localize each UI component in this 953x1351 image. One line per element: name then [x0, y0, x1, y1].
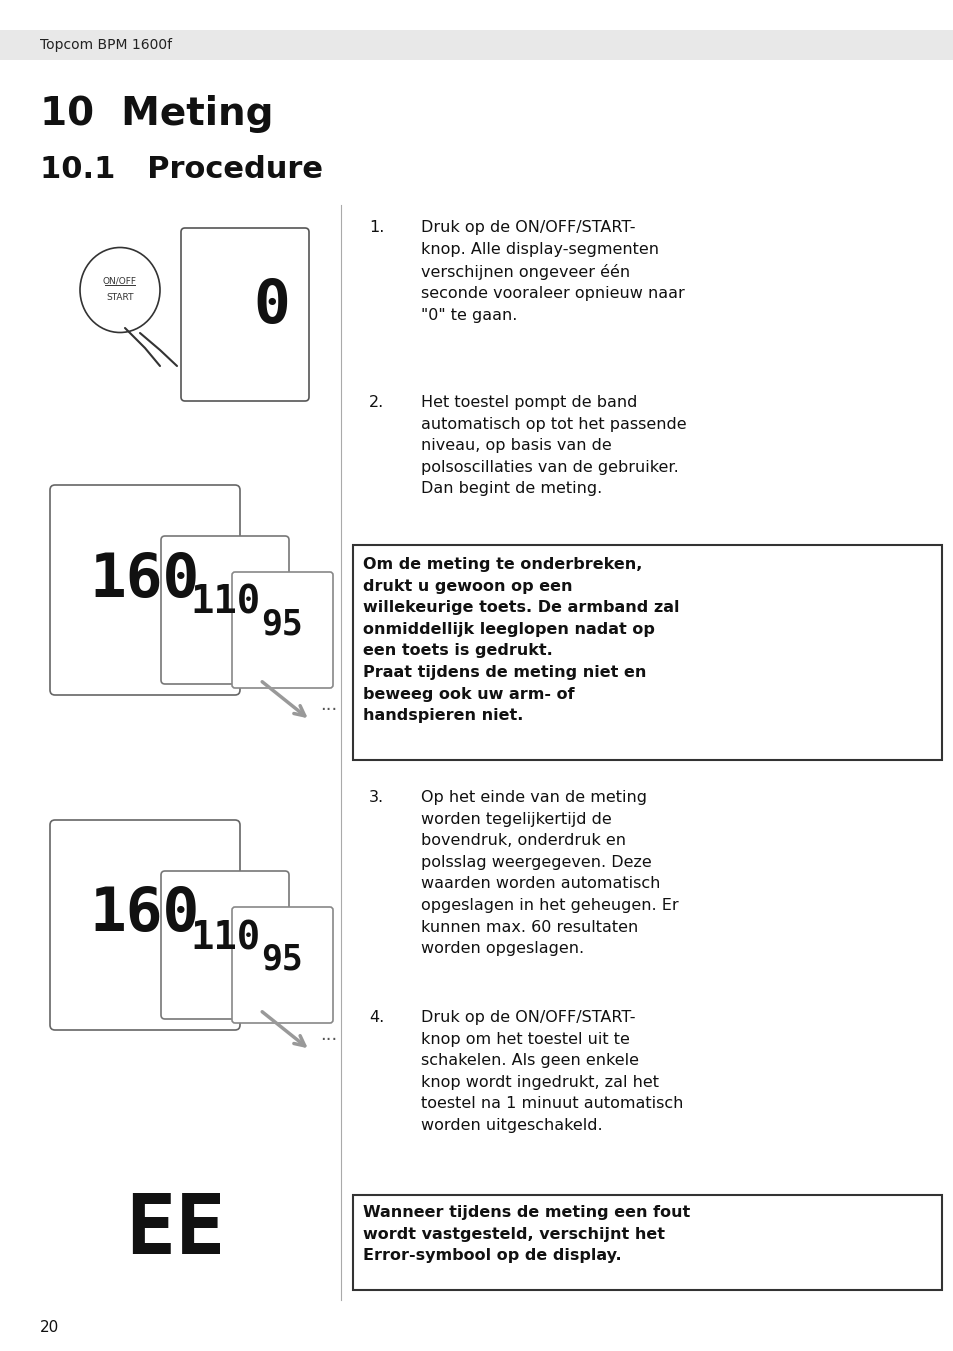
Bar: [0, 30, 953, 59]
FancyBboxPatch shape: [181, 228, 309, 401]
Text: Druk op de ON/OFF/START-
knop. Alle display-segmenten
verschijnen ongeveer één
s: Druk op de ON/OFF/START- knop. Alle disp…: [420, 220, 684, 323]
Text: 95: 95: [261, 608, 303, 642]
Text: 110: 110: [190, 919, 260, 957]
Text: 1.: 1.: [369, 220, 384, 235]
Text: Topcom BPM 1600f: Topcom BPM 1600f: [40, 38, 172, 51]
Text: 4.: 4.: [369, 1011, 384, 1025]
Text: Druk op de ON/OFF/START-
knop om het toestel uit te
schakelen. Als geen enkele
k: Druk op de ON/OFF/START- knop om het toe…: [420, 1011, 682, 1133]
Text: ...: ...: [319, 696, 337, 713]
FancyArrowPatch shape: [262, 1012, 304, 1046]
Text: Het toestel pompt de band
automatisch op tot het passende
niveau, op basis van d: Het toestel pompt de band automatisch op…: [420, 394, 686, 496]
Text: 160: 160: [90, 885, 200, 944]
FancyArrowPatch shape: [262, 682, 304, 716]
Text: 2.: 2.: [369, 394, 384, 409]
FancyBboxPatch shape: [161, 871, 289, 1019]
Text: Om de meting te onderbreken,
drukt u gewoon op een
willekeurige toets. De armban: Om de meting te onderbreken, drukt u gew…: [363, 557, 679, 723]
Text: Wanneer tijdens de meting een fout
wordt vastgesteld, verschijnt het
Error-symbo: Wanneer tijdens de meting een fout wordt…: [363, 1205, 690, 1263]
Text: START: START: [106, 293, 133, 303]
Text: Op het einde van de meting
worden tegelijkertijd de
bovendruk, onderdruk en
pols: Op het einde van de meting worden tegeli…: [420, 790, 678, 957]
Text: 95: 95: [261, 943, 303, 977]
Bar: [353, 1196, 941, 1290]
Text: 10.1   Procedure: 10.1 Procedure: [40, 155, 323, 184]
Text: ON/OFF: ON/OFF: [103, 276, 137, 285]
Text: 0: 0: [253, 277, 290, 336]
Text: 160: 160: [90, 550, 200, 609]
Text: 10  Meting: 10 Meting: [40, 95, 274, 132]
FancyBboxPatch shape: [232, 571, 333, 688]
FancyBboxPatch shape: [50, 485, 240, 694]
Bar: [353, 544, 941, 761]
Ellipse shape: [80, 247, 160, 332]
Text: 110: 110: [190, 584, 260, 621]
FancyBboxPatch shape: [232, 907, 333, 1023]
Text: 3.: 3.: [369, 790, 384, 805]
FancyBboxPatch shape: [161, 536, 289, 684]
Text: ...: ...: [319, 1025, 337, 1044]
Text: EE: EE: [125, 1189, 225, 1270]
Text: 20: 20: [40, 1320, 59, 1335]
FancyBboxPatch shape: [50, 820, 240, 1029]
